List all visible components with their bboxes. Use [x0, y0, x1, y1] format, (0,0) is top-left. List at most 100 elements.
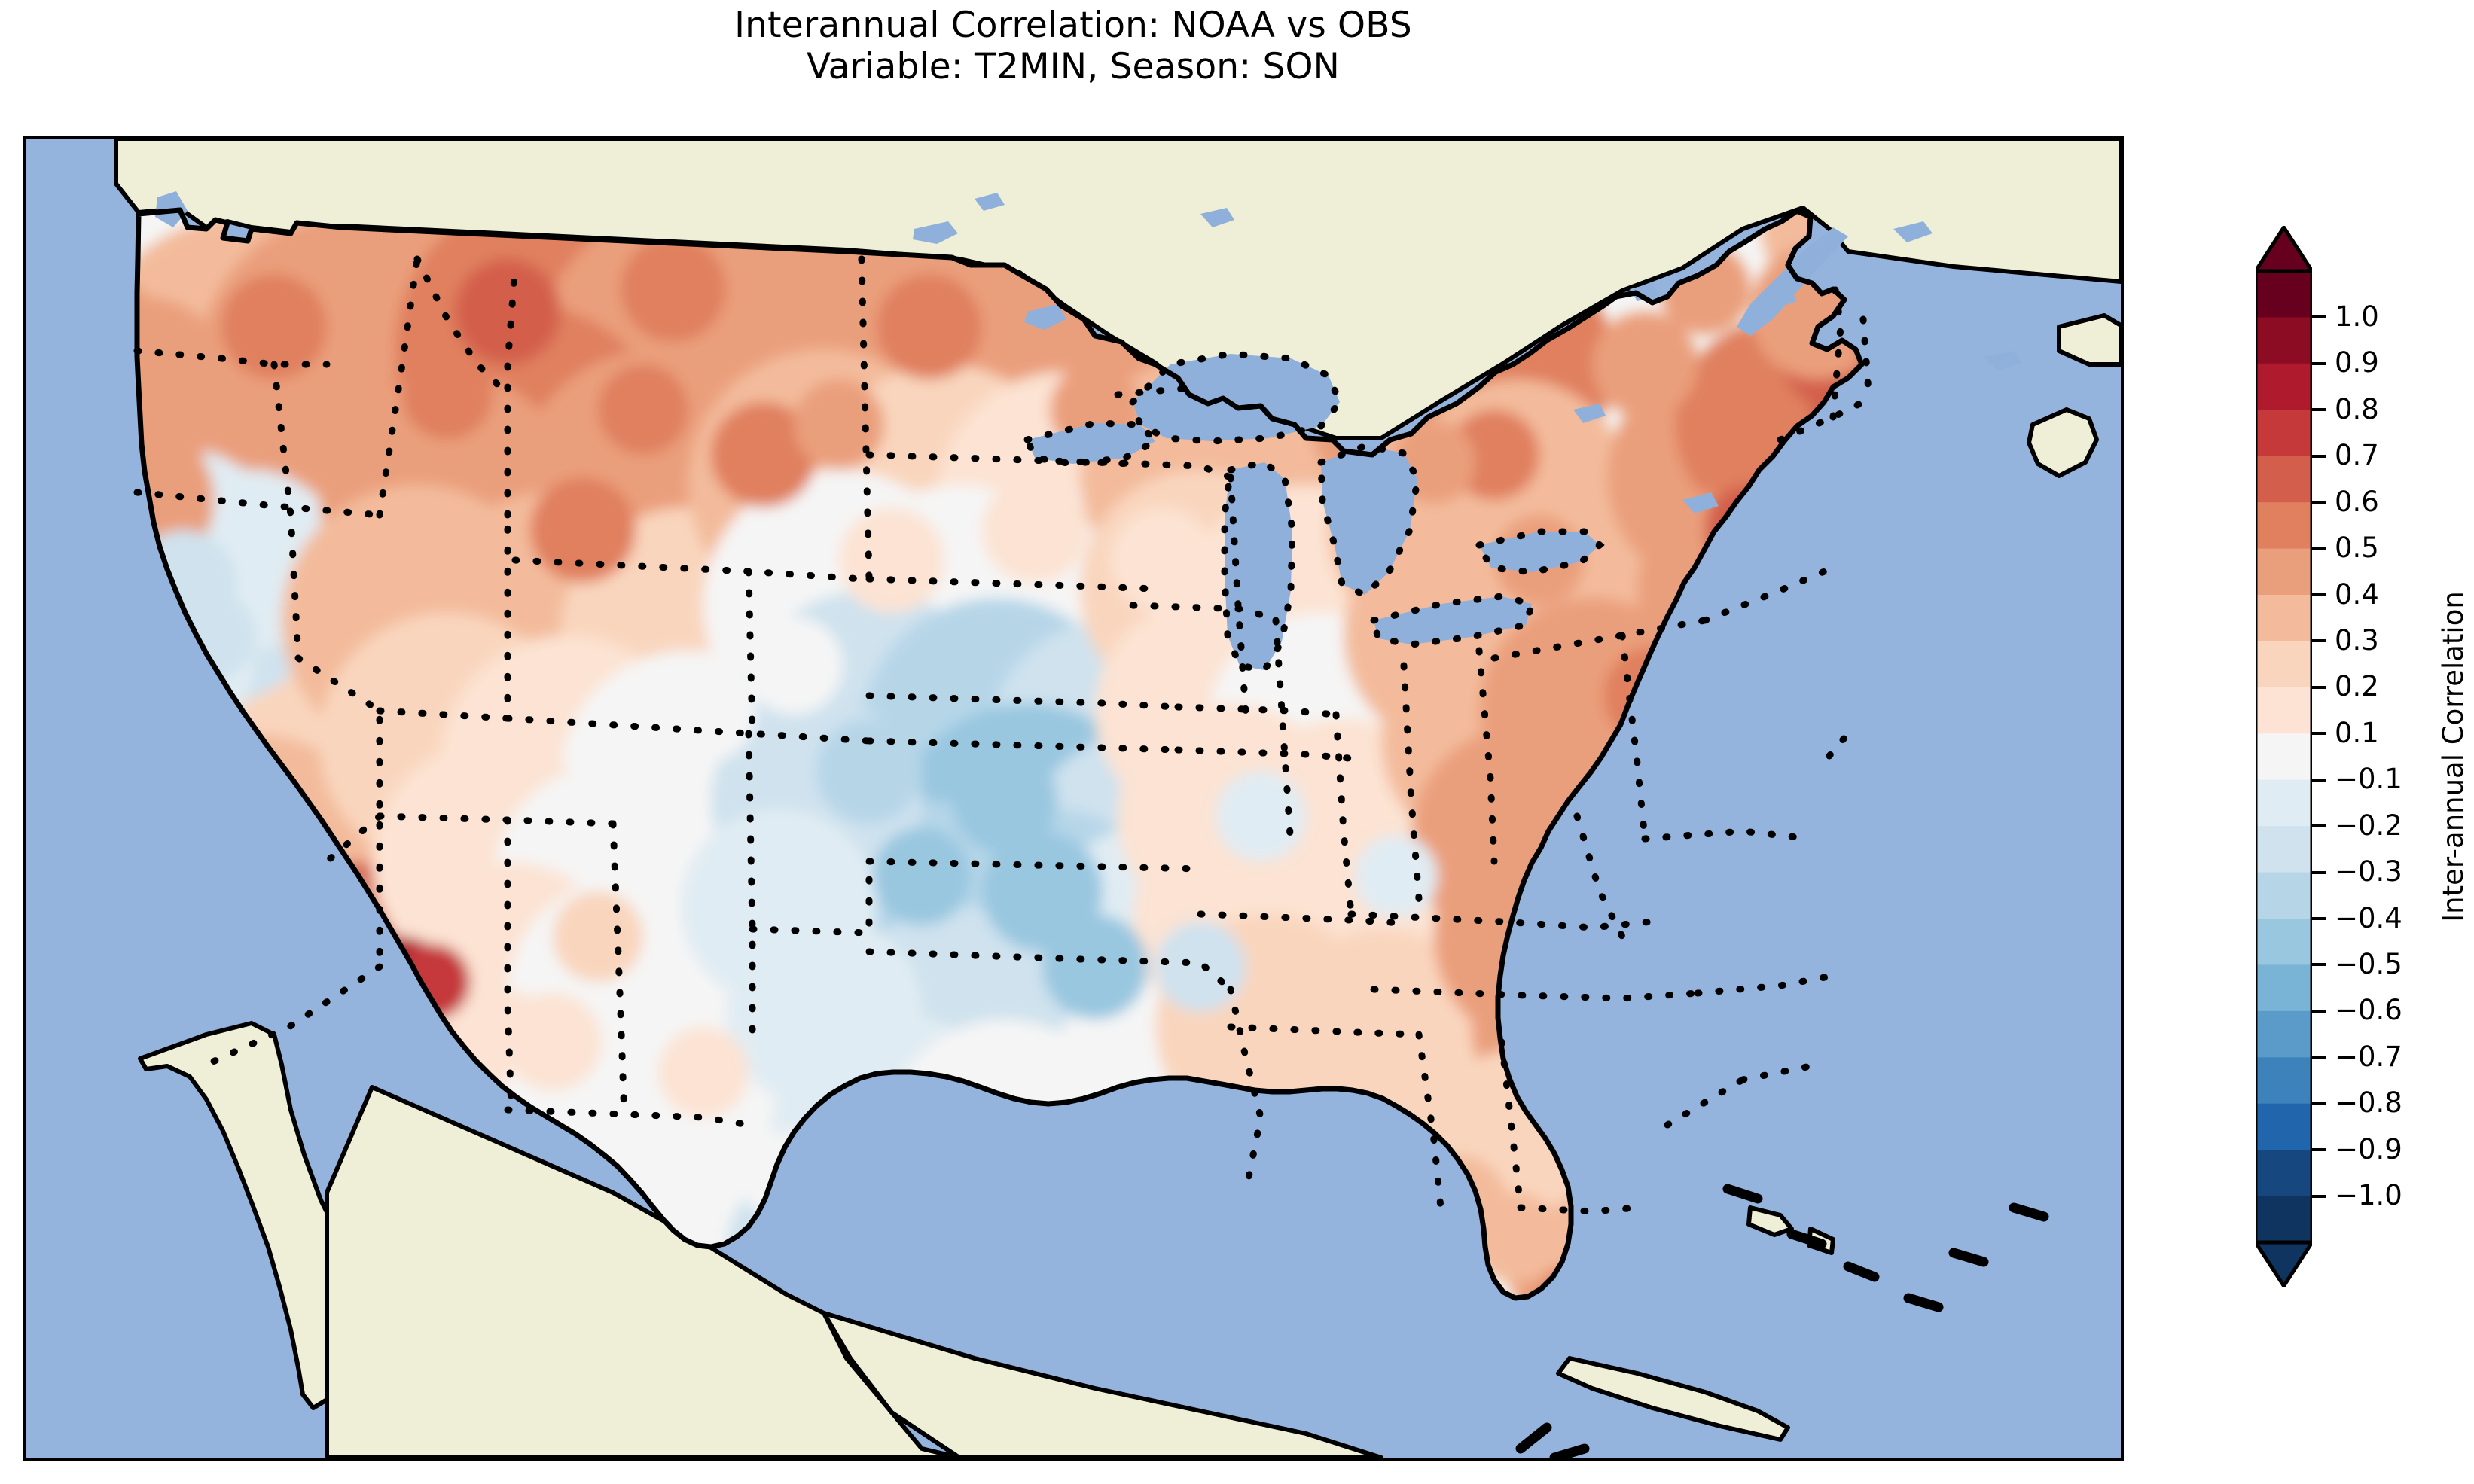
lake-border [1317, 442, 1421, 599]
landmass [1556, 1356, 1790, 1442]
colorbar-tick-mark [2312, 1148, 2326, 1152]
island-outline [1515, 1422, 1552, 1454]
colorbar-tick-label: 0.1 [2335, 716, 2379, 749]
lake [1200, 208, 1234, 227]
lake [1893, 221, 1933, 242]
colorbar-tick-label: 0.5 [2335, 532, 2379, 565]
colorbar-tick-mark [2312, 870, 2326, 874]
state-boundary [865, 858, 1204, 873]
island-outline [2009, 1202, 2049, 1222]
lake [1479, 532, 1600, 572]
lake [1133, 354, 1340, 441]
state-boundary [1475, 647, 1498, 865]
lake [1374, 596, 1532, 644]
colorbar-tick-mark [2312, 1056, 2326, 1059]
landmass [138, 1021, 368, 1410]
correlation-cell [1592, 312, 1698, 417]
colorbar-tick-mark [2312, 454, 2326, 458]
chart-title-block: Interannual Correlation: NOAA vs OBS Var… [0, 5, 2146, 88]
correlation-cell [1355, 835, 1438, 918]
colorbar-tick-label: −0.3 [2335, 855, 2402, 888]
correlation-cell [877, 274, 982, 379]
correlation-cell [1155, 922, 1246, 1012]
landmass [822, 1311, 1383, 1458]
island-outline [1722, 1184, 1763, 1204]
state-boundary [745, 568, 756, 737]
state-boundary [1826, 730, 1852, 760]
colorbar-tick-mark [2312, 547, 2326, 550]
island-outline [1843, 1261, 1880, 1282]
state-boundary [1114, 383, 1204, 398]
colorbar-tick-label: −0.5 [2335, 947, 2402, 980]
state-boundary [1227, 986, 1264, 1196]
land-layer [114, 139, 2121, 1458]
landmass [325, 1085, 962, 1458]
state-boundary [133, 347, 331, 368]
state-boundary [1272, 617, 1295, 850]
lake [913, 221, 958, 244]
lake [1737, 227, 1848, 336]
state-boundary [270, 361, 302, 662]
state-boundary [1859, 315, 1873, 406]
correlation-cell [711, 402, 816, 507]
state-boundary [133, 489, 383, 519]
correlation-cell [651, 658, 756, 763]
colorbar-tick-mark [2312, 315, 2326, 319]
correlation-cell [402, 349, 493, 440]
colorbar-tick-label: 1.0 [2335, 300, 2379, 333]
state-boundary [1174, 746, 1370, 763]
correlation-cell [1472, 1193, 1562, 1283]
correlation-cell [455, 259, 560, 364]
title-line-2: Variable: T2MIN, Season: SON [806, 46, 1341, 88]
correlation-cell [816, 718, 922, 824]
lake [1984, 351, 2021, 370]
colorbar-tick-mark [2312, 1009, 2326, 1013]
colorbar-tick-mark [2312, 361, 2326, 365]
colorbar-tick-label: 0.8 [2335, 392, 2379, 425]
lake [1573, 404, 1606, 423]
state-boundary [865, 692, 1182, 711]
correlation-cell [504, 993, 602, 1091]
state-boundary [1227, 1023, 1423, 1038]
map-panel [23, 136, 2124, 1461]
state-boundary [1739, 1061, 1822, 1083]
state-boundary [865, 737, 1182, 754]
state-boundary [376, 255, 421, 519]
island-outline [1786, 1229, 1827, 1249]
colorbar-tick-label: −0.7 [2335, 1040, 2402, 1073]
correlation-cell [598, 364, 688, 455]
landmass [2027, 407, 2099, 478]
state-boundary [1701, 564, 1837, 624]
state-boundary [1517, 1204, 1641, 1215]
lake [1027, 423, 1155, 464]
state-boundary [1197, 910, 1408, 927]
state-boundary [203, 963, 383, 1068]
map-svg [26, 139, 2121, 1458]
correlation-cell [982, 477, 1088, 583]
state-boundary [865, 948, 1234, 993]
correlation-cell [952, 748, 1057, 854]
colorbar-tick-label: 0.3 [2335, 623, 2379, 657]
state-boundary [504, 816, 515, 1114]
lake [1321, 446, 1417, 595]
landmass [1746, 1205, 1794, 1237]
colorbar-tick-mark [2312, 1102, 2326, 1105]
state-boundary [1347, 910, 1656, 931]
colorbar: 1.0 0.9 0.8 0.7 0.6 0.5 0.4 0.3 0.2 0.1 −0.1 −0.2 −0… [2256, 226, 2474, 1287]
correlation-cell [873, 827, 971, 925]
state-boundary [749, 858, 873, 937]
state-boundary [1664, 1076, 1746, 1129]
state-boundary [609, 820, 628, 1121]
correlation-cell [1216, 771, 1306, 861]
state-boundaries [133, 255, 1873, 1219]
colorbar-axis-label: Inter-annual Correlation [2436, 591, 2469, 922]
island-outline [1903, 1293, 1944, 1312]
island-outline [1948, 1248, 1989, 1267]
colorbar-tick-mark [2312, 917, 2326, 920]
title-line-1: Interannual Correlation: NOAA vs OBS [734, 5, 1412, 46]
colorbar-tick-mark [2312, 1194, 2326, 1198]
colorbar-tick-mark [2312, 824, 2326, 828]
state-boundary [294, 654, 383, 971]
state-boundary [1618, 632, 1649, 843]
state-boundary [1332, 711, 1355, 918]
